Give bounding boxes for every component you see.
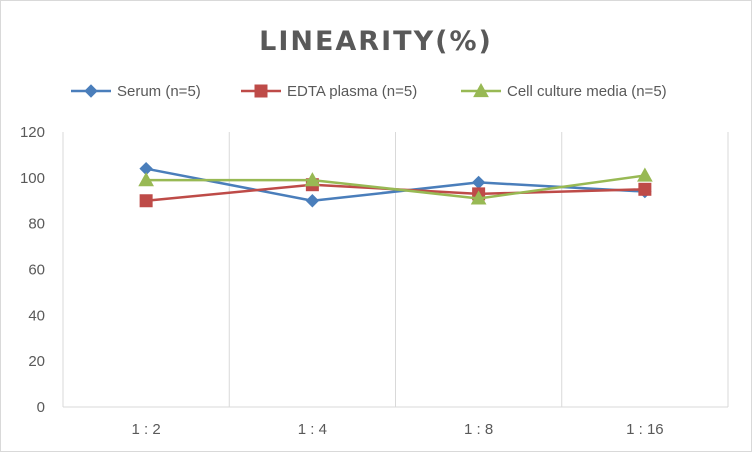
legend-item: Cell culture media (n=5) (461, 82, 667, 100)
y-axis: 0 20 40 60 80 100 120 (20, 124, 45, 416)
data-point (139, 194, 153, 208)
legend-marker (254, 84, 268, 98)
x-tick-label: 1 : 2 (132, 421, 161, 438)
chart-title: LINEARITY(%) (259, 26, 493, 57)
data-point (304, 172, 321, 187)
x-tick-label: 1 : 4 (298, 421, 327, 438)
x-tick-label: 1 : 8 (464, 421, 493, 438)
series-3 (138, 167, 653, 205)
data-point (138, 172, 154, 187)
legend-label: EDTA plasma (n=5) (287, 83, 417, 100)
legend-marker (473, 82, 489, 98)
y-tick-label: 40 (28, 307, 45, 324)
legend-item: Serum (n=5) (71, 83, 201, 100)
legend: Serum (n=5) EDTA plasma (n=5) Cell culture… (71, 82, 667, 100)
legend-marker (84, 84, 98, 98)
grid (62, 132, 729, 408)
series-layer (138, 161, 653, 208)
data-point (471, 175, 486, 190)
legend-label: Cell culture media (n=5) (507, 83, 667, 100)
y-tick-label: 20 (28, 353, 45, 370)
y-tick-label: 60 (28, 262, 45, 279)
y-tick-label: 100 (20, 170, 45, 187)
series-line (146, 174, 646, 200)
y-tick-label: 0 (37, 399, 45, 416)
legend-item: EDTA plasma (n=5) (241, 83, 417, 100)
y-tick-label: 80 (28, 216, 45, 233)
y-tick-label: 120 (20, 124, 45, 141)
x-tick-label: 1 : 16 (626, 421, 664, 438)
data-point (470, 190, 487, 205)
data-point (638, 182, 652, 196)
data-point (637, 167, 653, 182)
legend-label: Serum (n=5) (117, 83, 201, 100)
x-axis: 1 : 2 1 : 4 1 : 8 1 : 16 (132, 421, 664, 438)
data-point (305, 194, 320, 208)
